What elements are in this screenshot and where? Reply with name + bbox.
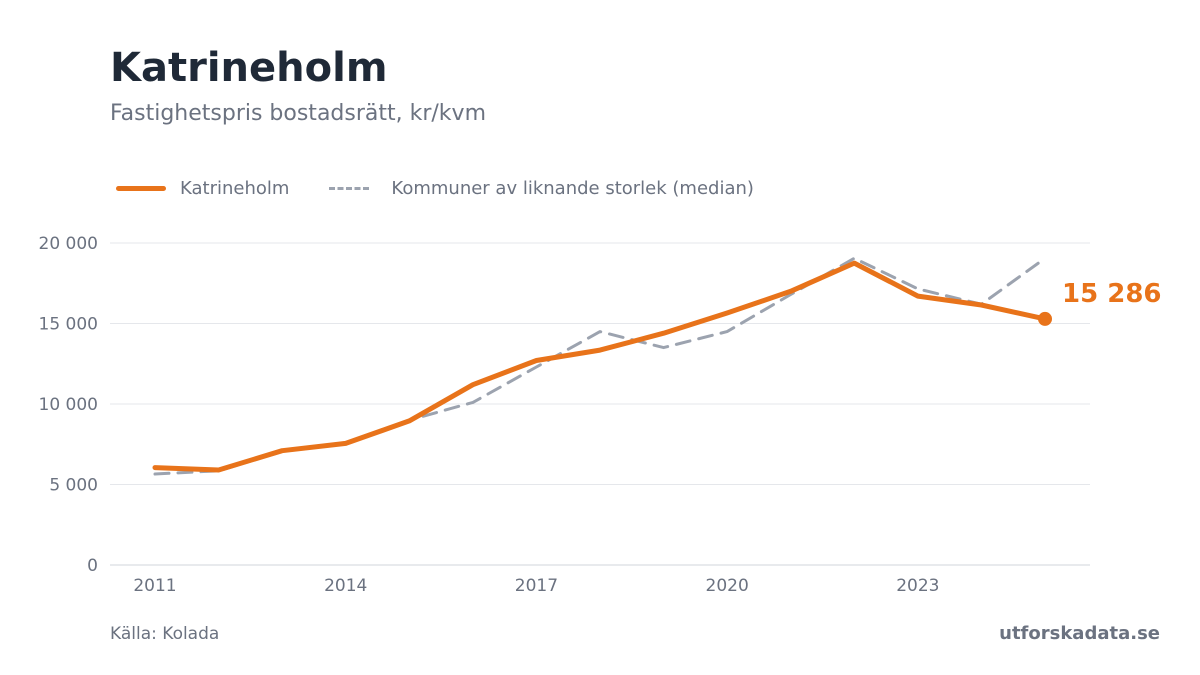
- y-tick-label: 15 000: [39, 315, 98, 335]
- chart-title: Katrineholm: [110, 45, 388, 91]
- x-tick-label: 2014: [324, 576, 367, 596]
- x-tick-label: 2011: [133, 576, 176, 596]
- chart-subtitle: Fastighetspris bostadsrätt, kr/kvm: [110, 101, 486, 126]
- y-tick-label: 0: [87, 556, 98, 576]
- x-tick-label: 2023: [896, 576, 939, 596]
- source-note: Källa: Kolada: [110, 624, 220, 644]
- series-line-katrineholm: [152, 260, 1048, 473]
- x-tick-label: 2017: [515, 576, 558, 596]
- x-tick-label: 2020: [706, 576, 749, 596]
- legend-swatch-solid: [116, 186, 166, 191]
- legend-label-katrineholm: Katrineholm: [180, 178, 290, 199]
- end-point-marker: [1038, 311, 1052, 326]
- brand-link[interactable]: utforskadata.se: [999, 623, 1160, 644]
- legend-item-median: Kommuner av liknande storlek (median): [329, 178, 754, 199]
- end-value-label: 15 286: [1062, 279, 1162, 309]
- chart-legend: Katrineholm Kommuner av liknande storlek…: [116, 178, 794, 199]
- y-tick-label: 10 000: [39, 395, 98, 415]
- y-tick-label: 5 000: [49, 476, 98, 496]
- legend-item-katrineholm: Katrineholm: [116, 178, 289, 199]
- legend-swatch-dashed: [329, 187, 370, 190]
- y-tick-label: 20 000: [39, 234, 98, 254]
- legend-label-median: Kommuner av liknande storlek (median): [391, 178, 754, 199]
